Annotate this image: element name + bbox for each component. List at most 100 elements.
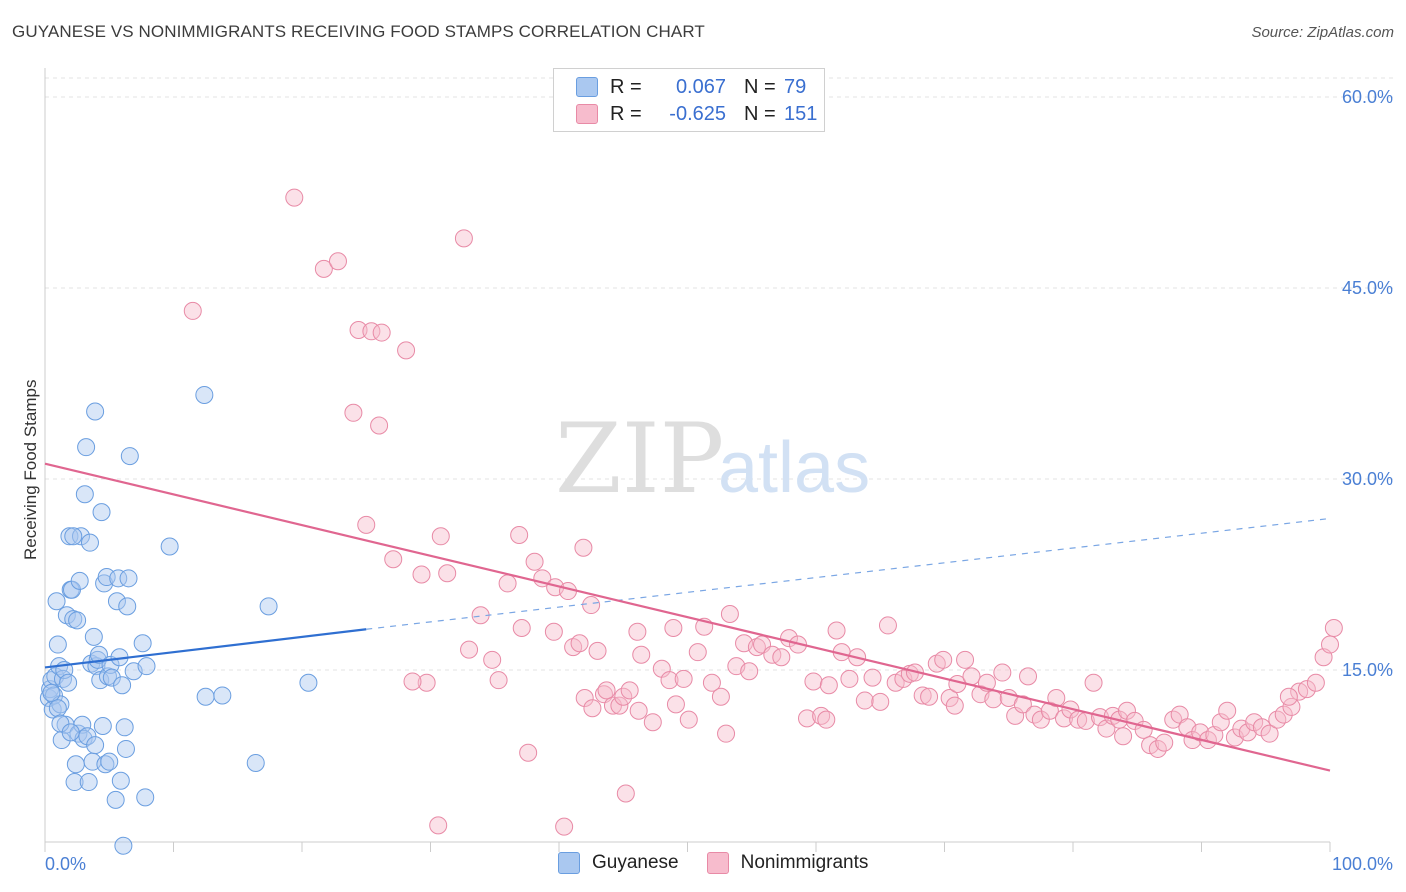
legend-r-value: 0.067 (675, 75, 726, 98)
nonimmigrants-point (582, 596, 601, 615)
legend-swatch-nonimmigrants (576, 104, 598, 124)
gridlines (45, 77, 1395, 671)
nonimmigrants-point (1260, 724, 1279, 743)
nonimmigrants-point (498, 574, 517, 593)
guyanese-point (118, 597, 137, 616)
nonimmigrants-point (349, 321, 368, 340)
nonimmigrants-point (588, 641, 607, 660)
nonimmigrants-point (285, 188, 304, 207)
nonimmigrants-point (993, 663, 1012, 682)
nonimmigrants-point (817, 710, 836, 729)
guyanese-point (116, 739, 135, 758)
nonimmigrants-point (740, 662, 759, 681)
x-tick-label: 100.0% (1332, 854, 1393, 874)
nonimmigrants-point (1155, 733, 1174, 752)
nonimmigrants-point (183, 301, 202, 320)
nonimmigrants-point (583, 699, 602, 718)
chart-title: GUYANESE VS NONIMMIGRANTS RECEIVING FOOD… (12, 22, 705, 41)
nonimmigrants-trend-line (44, 462, 1331, 772)
nonimmigrants-point (431, 527, 450, 546)
guyanese-point (48, 699, 67, 718)
nonimmigrants-point (643, 713, 662, 732)
guyanese-point (86, 402, 105, 421)
guyanese-point (71, 527, 90, 546)
nonimmigrants-point (664, 618, 683, 637)
nonimmigrants-point (1306, 673, 1325, 692)
guyanese-point (39, 689, 58, 708)
nonimmigrants-point (674, 669, 693, 688)
guyanese-point (115, 718, 134, 737)
nonimmigrants-point (384, 550, 403, 569)
nonimmigrants-point (1274, 705, 1293, 724)
watermark-atlas: atlas (718, 428, 870, 508)
nonimmigrants-point (575, 689, 594, 708)
nonimmigrants-point (344, 403, 363, 422)
bottom-legend-guyanese: Guyanese (558, 852, 679, 874)
nonimmigrants-point (632, 645, 651, 664)
trend-lines (44, 462, 1331, 772)
nonimmigrants-point (827, 621, 846, 640)
nonimmigrants-point (510, 526, 529, 545)
guyanese-point (92, 503, 111, 522)
legend-n-label: N = (744, 102, 776, 125)
guyanese-point (106, 790, 125, 809)
x-tick-label: 0.0% (45, 854, 86, 874)
nonimmigrants-point (616, 784, 635, 803)
nonimmigrants-point (519, 743, 538, 762)
bottom-legend-label: Nonimmigrants (740, 852, 869, 873)
nonimmigrants-point (629, 701, 648, 720)
nonimmigrants-point (1191, 723, 1210, 742)
nonimmigrants-point (1321, 635, 1339, 654)
series-nonimmigrants (183, 188, 1343, 836)
y-tick-label: 15.0% (1342, 660, 1393, 680)
nonimmigrants-point (840, 669, 859, 688)
guyanese-point (114, 836, 133, 855)
nonimmigrants-point (372, 323, 391, 342)
guyanese-point (61, 723, 80, 742)
nonimmigrants-point (429, 816, 448, 835)
guyanese-point (133, 634, 152, 653)
nonimmigrants-point (570, 634, 589, 653)
nonimmigrants-point (1218, 701, 1237, 720)
nonimmigrants-point (1019, 667, 1038, 686)
guyanese-point (119, 569, 138, 588)
nonimmigrants-point (871, 692, 890, 711)
guyanese-point (195, 385, 214, 404)
nonimmigrants-point (1047, 689, 1066, 708)
nonimmigrants-point (314, 259, 333, 278)
chart-source: Source: ZipAtlas.com (1251, 24, 1394, 41)
guyanese-point (86, 736, 105, 755)
guyanese-point (47, 592, 66, 611)
nonimmigrants-point (1324, 618, 1343, 637)
nonimmigrants-point (945, 696, 964, 715)
nonimmigrants-point (438, 564, 457, 583)
guyanese-point (84, 627, 103, 646)
guyanese-point (111, 771, 130, 790)
legend-n-label: N = (744, 75, 776, 98)
nonimmigrants-point (720, 604, 739, 623)
nonimmigrants-point (962, 667, 981, 686)
watermark: ZIP atlas (555, 403, 870, 515)
nonimmigrants-point (679, 710, 698, 729)
guyanese-point (196, 687, 215, 706)
nonimmigrants-point (417, 673, 436, 692)
nonimmigrants-point (666, 695, 685, 714)
guyanese-point (213, 686, 232, 705)
nonimmigrants-point (328, 252, 347, 271)
nonimmigrants-point (878, 616, 897, 635)
nonimmigrants-point (1279, 687, 1298, 706)
guyanese-point (66, 755, 85, 774)
legend-r-label: R = (610, 102, 642, 125)
y-tick-label: 30.0% (1342, 469, 1393, 489)
nonimmigrants-point (1297, 680, 1316, 699)
nonimmigrants-point (1117, 701, 1136, 720)
y-tick-label: 60.0% (1342, 87, 1393, 107)
nonimmigrants-point (984, 690, 1003, 709)
nonimmigrants-point (772, 648, 791, 667)
guyanese-point (64, 527, 83, 546)
nonimmigrants-point (525, 552, 544, 571)
tick-labels: 15.0% 30.0% 45.0% 60.0% 0.0% 100.0% (45, 87, 1393, 874)
nonimmigrants-point (660, 671, 679, 690)
bottom-legend-nonimmigrants: Nonimmigrants (706, 852, 869, 874)
guyanese-point (259, 597, 278, 616)
